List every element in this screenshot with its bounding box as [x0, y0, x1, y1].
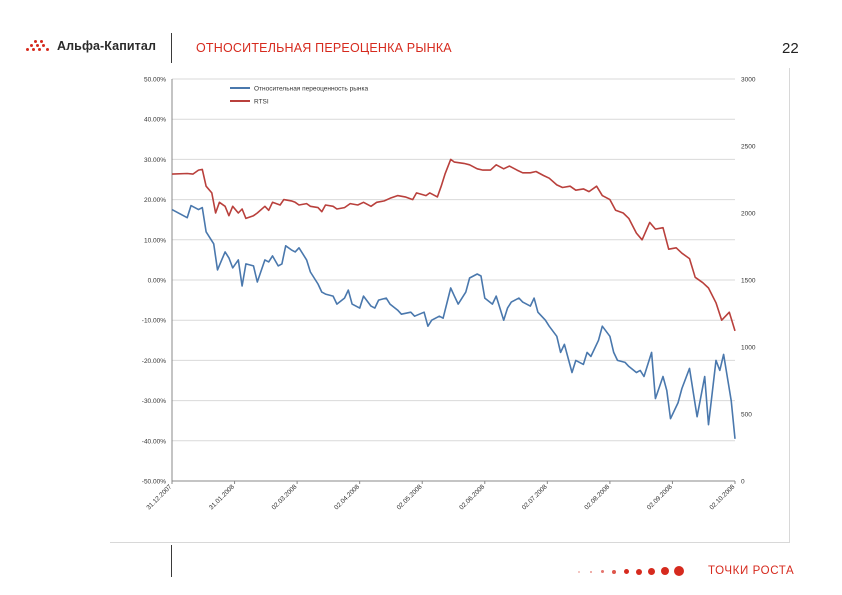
y-right-tick-label: 1000: [741, 345, 756, 352]
brand-logo: Альфа-Капитал: [26, 36, 156, 56]
y-left-tick-label: 50.00%: [144, 77, 166, 84]
y-left-tick-label: -10.00%: [142, 318, 166, 325]
legend-label: RTSI: [254, 99, 269, 106]
x-tick-label: 31.12.2007: [145, 483, 173, 511]
series-line-relative-valuation: [171, 204, 736, 439]
y-left-tick-label: 10.00%: [144, 237, 166, 244]
y-right-tick-label: 0: [741, 479, 745, 486]
logo-dots-icon: [26, 39, 52, 53]
x-tick-label: 02.06.2008: [458, 483, 486, 511]
y-right-tick-label: 3000: [741, 77, 756, 84]
page-number: 22: [782, 40, 799, 57]
chart-frame: [110, 68, 790, 543]
x-tick-label: 02.09.2008: [646, 483, 674, 511]
y-left-tick-label: -30.00%: [142, 398, 166, 405]
legend-label: Относительная переоценность рынка: [254, 86, 368, 93]
footer-divider: [171, 545, 172, 577]
x-tick-label: 02.03.2008: [271, 483, 299, 511]
y-left-tick-label: -50.00%: [142, 479, 166, 486]
y-right-tick-label: 2500: [741, 144, 756, 151]
x-tick-label: 02.05.2008: [396, 483, 424, 511]
legend: Относительная переоценность рынка RTSI: [230, 86, 368, 106]
x-tick-label: 02.10.2008: [708, 483, 736, 511]
x-tick-label: 02.08.2008: [583, 483, 611, 511]
page-title: ОТНОСИТЕЛЬНАЯ ПЕРЕОЦЕНКА РЫНКА: [196, 41, 452, 55]
y-right-tick-label: 500: [741, 412, 752, 419]
series-line-rtsi: [171, 158, 736, 332]
logo-text: Альфа-Капитал: [57, 39, 156, 53]
series: [171, 158, 736, 439]
y-left-tick-label: 40.00%: [144, 117, 166, 124]
header-divider: [171, 33, 172, 63]
y-right-tick-label: 2000: [741, 211, 756, 218]
x-tick-label: 31.01.2008: [208, 483, 236, 511]
y-left-tick-label: -20.00%: [142, 358, 166, 365]
y-left-tick-label: 20.00%: [144, 197, 166, 204]
y-left-tick-label: 30.00%: [144, 157, 166, 164]
x-tick-label: 02.04.2008: [333, 483, 361, 511]
grid: [172, 78, 735, 482]
footer-tagline: ТОЧКИ РОСТА: [708, 565, 795, 577]
y-right-tick-label: 1500: [741, 278, 756, 285]
y-left-tick-label: 0.00%: [148, 278, 167, 285]
x-tick-label: 02.07.2008: [521, 483, 549, 511]
y-left-tick-label: -40.00%: [142, 438, 166, 445]
